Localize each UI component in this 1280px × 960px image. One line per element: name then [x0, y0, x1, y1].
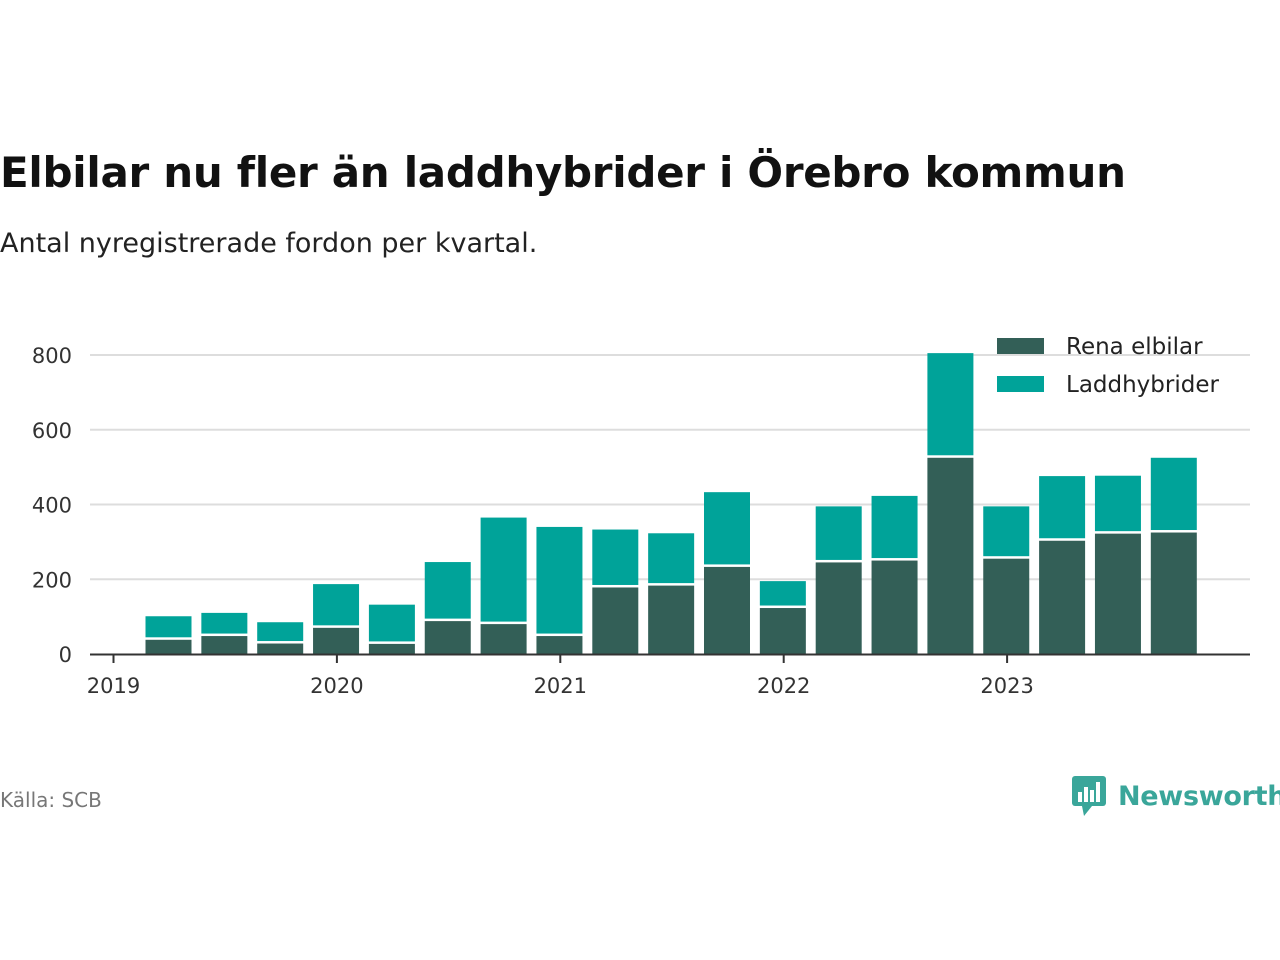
- bar-laddhybrider: [1039, 476, 1086, 539]
- bar-laddhybrider: [1094, 475, 1141, 532]
- bar-rena-elbilar: [536, 636, 583, 654]
- y-tick-label: 400: [32, 494, 72, 518]
- bar-rena-elbilar: [759, 608, 806, 654]
- bar-laddhybrider: [1150, 457, 1197, 531]
- chart-subtitle: Antal nyregistrerade fordon per kvartal.: [0, 228, 538, 259]
- bar-laddhybrider: [759, 581, 806, 606]
- legend-label-laddhybrider: Laddhybrider: [1066, 372, 1219, 398]
- newsworthy-logo-icon: [1072, 776, 1106, 816]
- y-tick-label: 800: [32, 344, 72, 368]
- y-tick-label: 0: [59, 643, 72, 667]
- legend-swatch-laddhybrider: [997, 376, 1044, 392]
- legend: Rena elbilar Laddhybrider: [997, 334, 1219, 398]
- bar-rena-elbilar: [871, 560, 918, 654]
- stacked-bar-chart: 0 200 400 600 800 2019 2020 2021 2022 2023 Rena …: [32, 334, 1250, 698]
- brand-logo: Newsworthy: [1072, 774, 1280, 818]
- legend-swatch-rena-elbilar: [997, 338, 1044, 354]
- y-tick-label: 600: [32, 419, 72, 443]
- bar-rena-elbilar: [145, 639, 192, 654]
- bar-laddhybrider: [871, 495, 918, 559]
- bar-rena-elbilar: [927, 457, 974, 654]
- bar-rena-elbilar: [1094, 533, 1141, 654]
- bar-rena-elbilar: [368, 643, 415, 654]
- bar-rena-elbilar: [1039, 540, 1086, 654]
- bar-laddhybrider: [368, 604, 415, 642]
- bar-laddhybrider: [648, 533, 695, 584]
- bar-rena-elbilar: [704, 566, 750, 654]
- bar-rena-elbilar: [1150, 532, 1197, 654]
- x-tick-label: 2021: [534, 674, 587, 698]
- x-tick-label: 2019: [87, 674, 140, 698]
- bar-rena-elbilar: [815, 562, 862, 654]
- source-note: Källa: SCB: [0, 788, 102, 812]
- bar-laddhybrider: [927, 353, 974, 456]
- bar-laddhybrider: [592, 529, 639, 585]
- bar-rena-elbilar: [424, 621, 471, 654]
- x-tick-label: 2023: [980, 674, 1033, 698]
- x-tick-label: 2022: [757, 674, 810, 698]
- bar-laddhybrider: [424, 562, 471, 619]
- bar-rena-elbilar: [983, 558, 1030, 654]
- bar-laddhybrider: [704, 492, 750, 565]
- bar-laddhybrider: [201, 612, 248, 634]
- bar-laddhybrider: [536, 526, 583, 634]
- bar-laddhybrider: [815, 506, 862, 560]
- y-tick-label: 200: [32, 568, 72, 592]
- x-tick-label: 2020: [310, 674, 363, 698]
- bar-laddhybrider: [480, 517, 527, 622]
- brand-name: Newsworthy: [1118, 780, 1280, 812]
- bar-rena-elbilar: [201, 636, 248, 654]
- bar-laddhybrider: [145, 616, 192, 638]
- bar-rena-elbilar: [592, 587, 639, 654]
- bar-rena-elbilar: [480, 624, 527, 654]
- bar-rena-elbilar: [313, 627, 360, 654]
- bar-rena-elbilar: [257, 643, 304, 654]
- bars: [145, 353, 1197, 654]
- bar-laddhybrider: [313, 584, 360, 626]
- bar-rena-elbilar: [648, 585, 695, 654]
- x-axis: 2019 2020 2021 2022 2023: [87, 653, 1250, 698]
- bar-laddhybrider: [983, 506, 1030, 557]
- legend-label-rena-elbilar: Rena elbilar: [1066, 334, 1203, 360]
- y-axis-tick-labels: 0 200 400 600 800: [32, 344, 72, 667]
- bar-laddhybrider: [257, 622, 304, 642]
- chart-title: Elbilar nu fler än laddhybrider i Örebro…: [0, 148, 1126, 197]
